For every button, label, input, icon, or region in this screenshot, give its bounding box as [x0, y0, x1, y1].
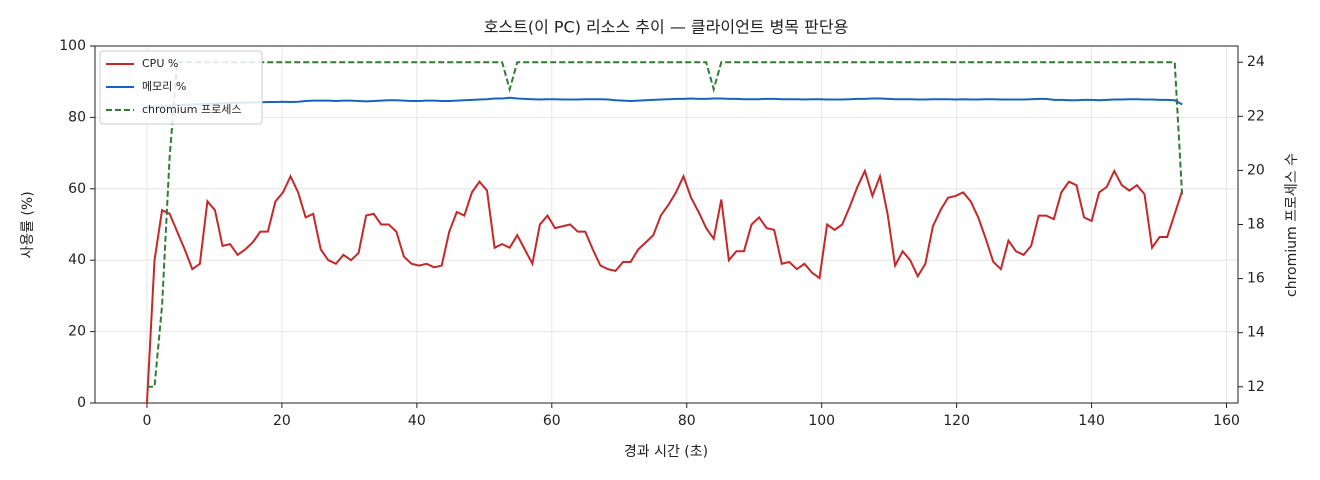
- x-tick-label: 0: [142, 413, 151, 429]
- legend-label: CPU %: [142, 57, 178, 70]
- x-tick-label: 40: [408, 413, 426, 429]
- data-line: [146, 96, 1183, 108]
- y-tick-label: 80: [68, 109, 86, 125]
- data-line: [145, 168, 1184, 404]
- y2-tick-label: 24: [1247, 54, 1265, 70]
- y2-tick-label: 20: [1247, 162, 1265, 178]
- y2-tick-label: 12: [1247, 379, 1265, 395]
- y-tick-label: 100: [59, 38, 86, 54]
- y-tick-label: 0: [77, 395, 86, 411]
- chart-title: 호스트(이 PC) 리소스 추이 — 클라이언트 병목 판단용: [484, 18, 849, 37]
- x-tick-label: 60: [543, 413, 561, 429]
- y-tick-label: 20: [68, 324, 86, 340]
- x-tick-label: 20: [273, 413, 291, 429]
- y-tick-label: 40: [68, 252, 86, 268]
- x-tick-label: 100: [808, 413, 835, 429]
- y2-tick-label: 16: [1247, 271, 1265, 287]
- x-tick-label: 120: [943, 413, 970, 429]
- data-line: [146, 61, 1184, 388]
- legend-label: 메모리 %: [142, 80, 186, 93]
- x-tick-label: 140: [1078, 413, 1105, 429]
- legend-box: [99, 50, 263, 125]
- plot-frame: [94, 45, 1239, 404]
- y2-axis-label: chromium 프로세스 수: [1284, 153, 1300, 297]
- y-axis-label: 사용률 (%): [20, 191, 36, 258]
- y2-tick-label: 22: [1247, 108, 1265, 124]
- x-tick-label: 80: [678, 413, 696, 429]
- y2-tick-label: 14: [1247, 325, 1265, 341]
- legend-label: chromium 프로세스: [142, 103, 241, 116]
- y-tick-label: 60: [68, 181, 86, 197]
- x-axis-label: 경과 시간 (초): [624, 444, 708, 460]
- y2-tick-label: 18: [1247, 217, 1265, 233]
- x-tick-label: 160: [1213, 413, 1240, 429]
